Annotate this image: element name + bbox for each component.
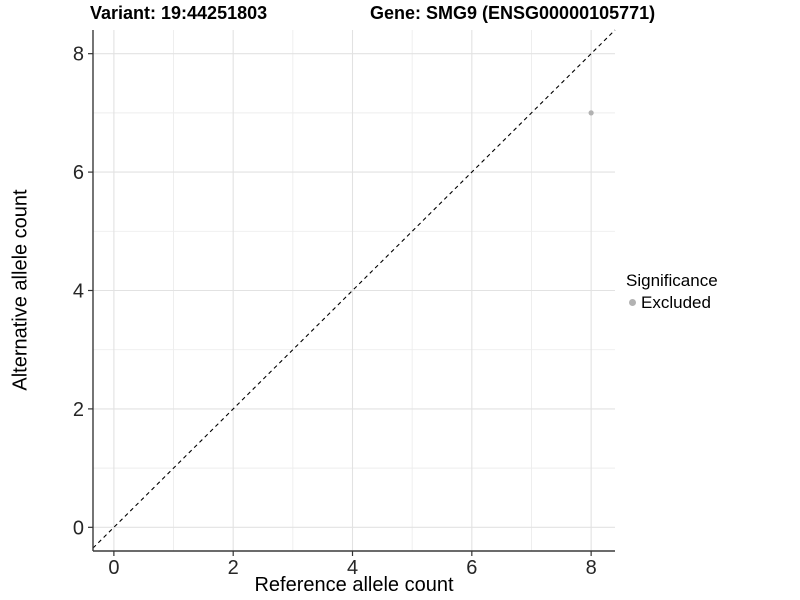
excluded-point-icon [629,299,636,306]
y-tick-label-0: 0 [73,517,84,539]
y-tick-label-2: 2 [73,399,84,421]
x-tick-label-4: 4 [347,557,358,579]
legend-item-label: Excluded [641,293,711,312]
x-axis-title: Reference allele count [254,574,454,596]
y-tick-label-8: 8 [73,44,84,66]
legend: Significance Excluded [626,271,718,312]
data-point-excluded [588,110,594,116]
legend-title: Significance [626,271,718,290]
legend-item-excluded: Excluded [626,293,718,312]
y-tick-label-6: 6 [73,162,84,184]
x-tick-label-2: 2 [228,557,239,579]
y-axis-title: Alternative allele count [9,189,32,391]
x-tick-label-0: 0 [108,557,119,579]
variant-title: Variant: 19:44251803 [90,3,268,23]
x-tick-label-6: 6 [466,557,477,579]
x-tick-label-8: 8 [586,557,597,579]
y-tick-label-4: 4 [73,281,84,303]
identity-line [92,29,616,549]
gene-title: Gene: SMG9 (ENSG00000105771) [370,3,656,23]
